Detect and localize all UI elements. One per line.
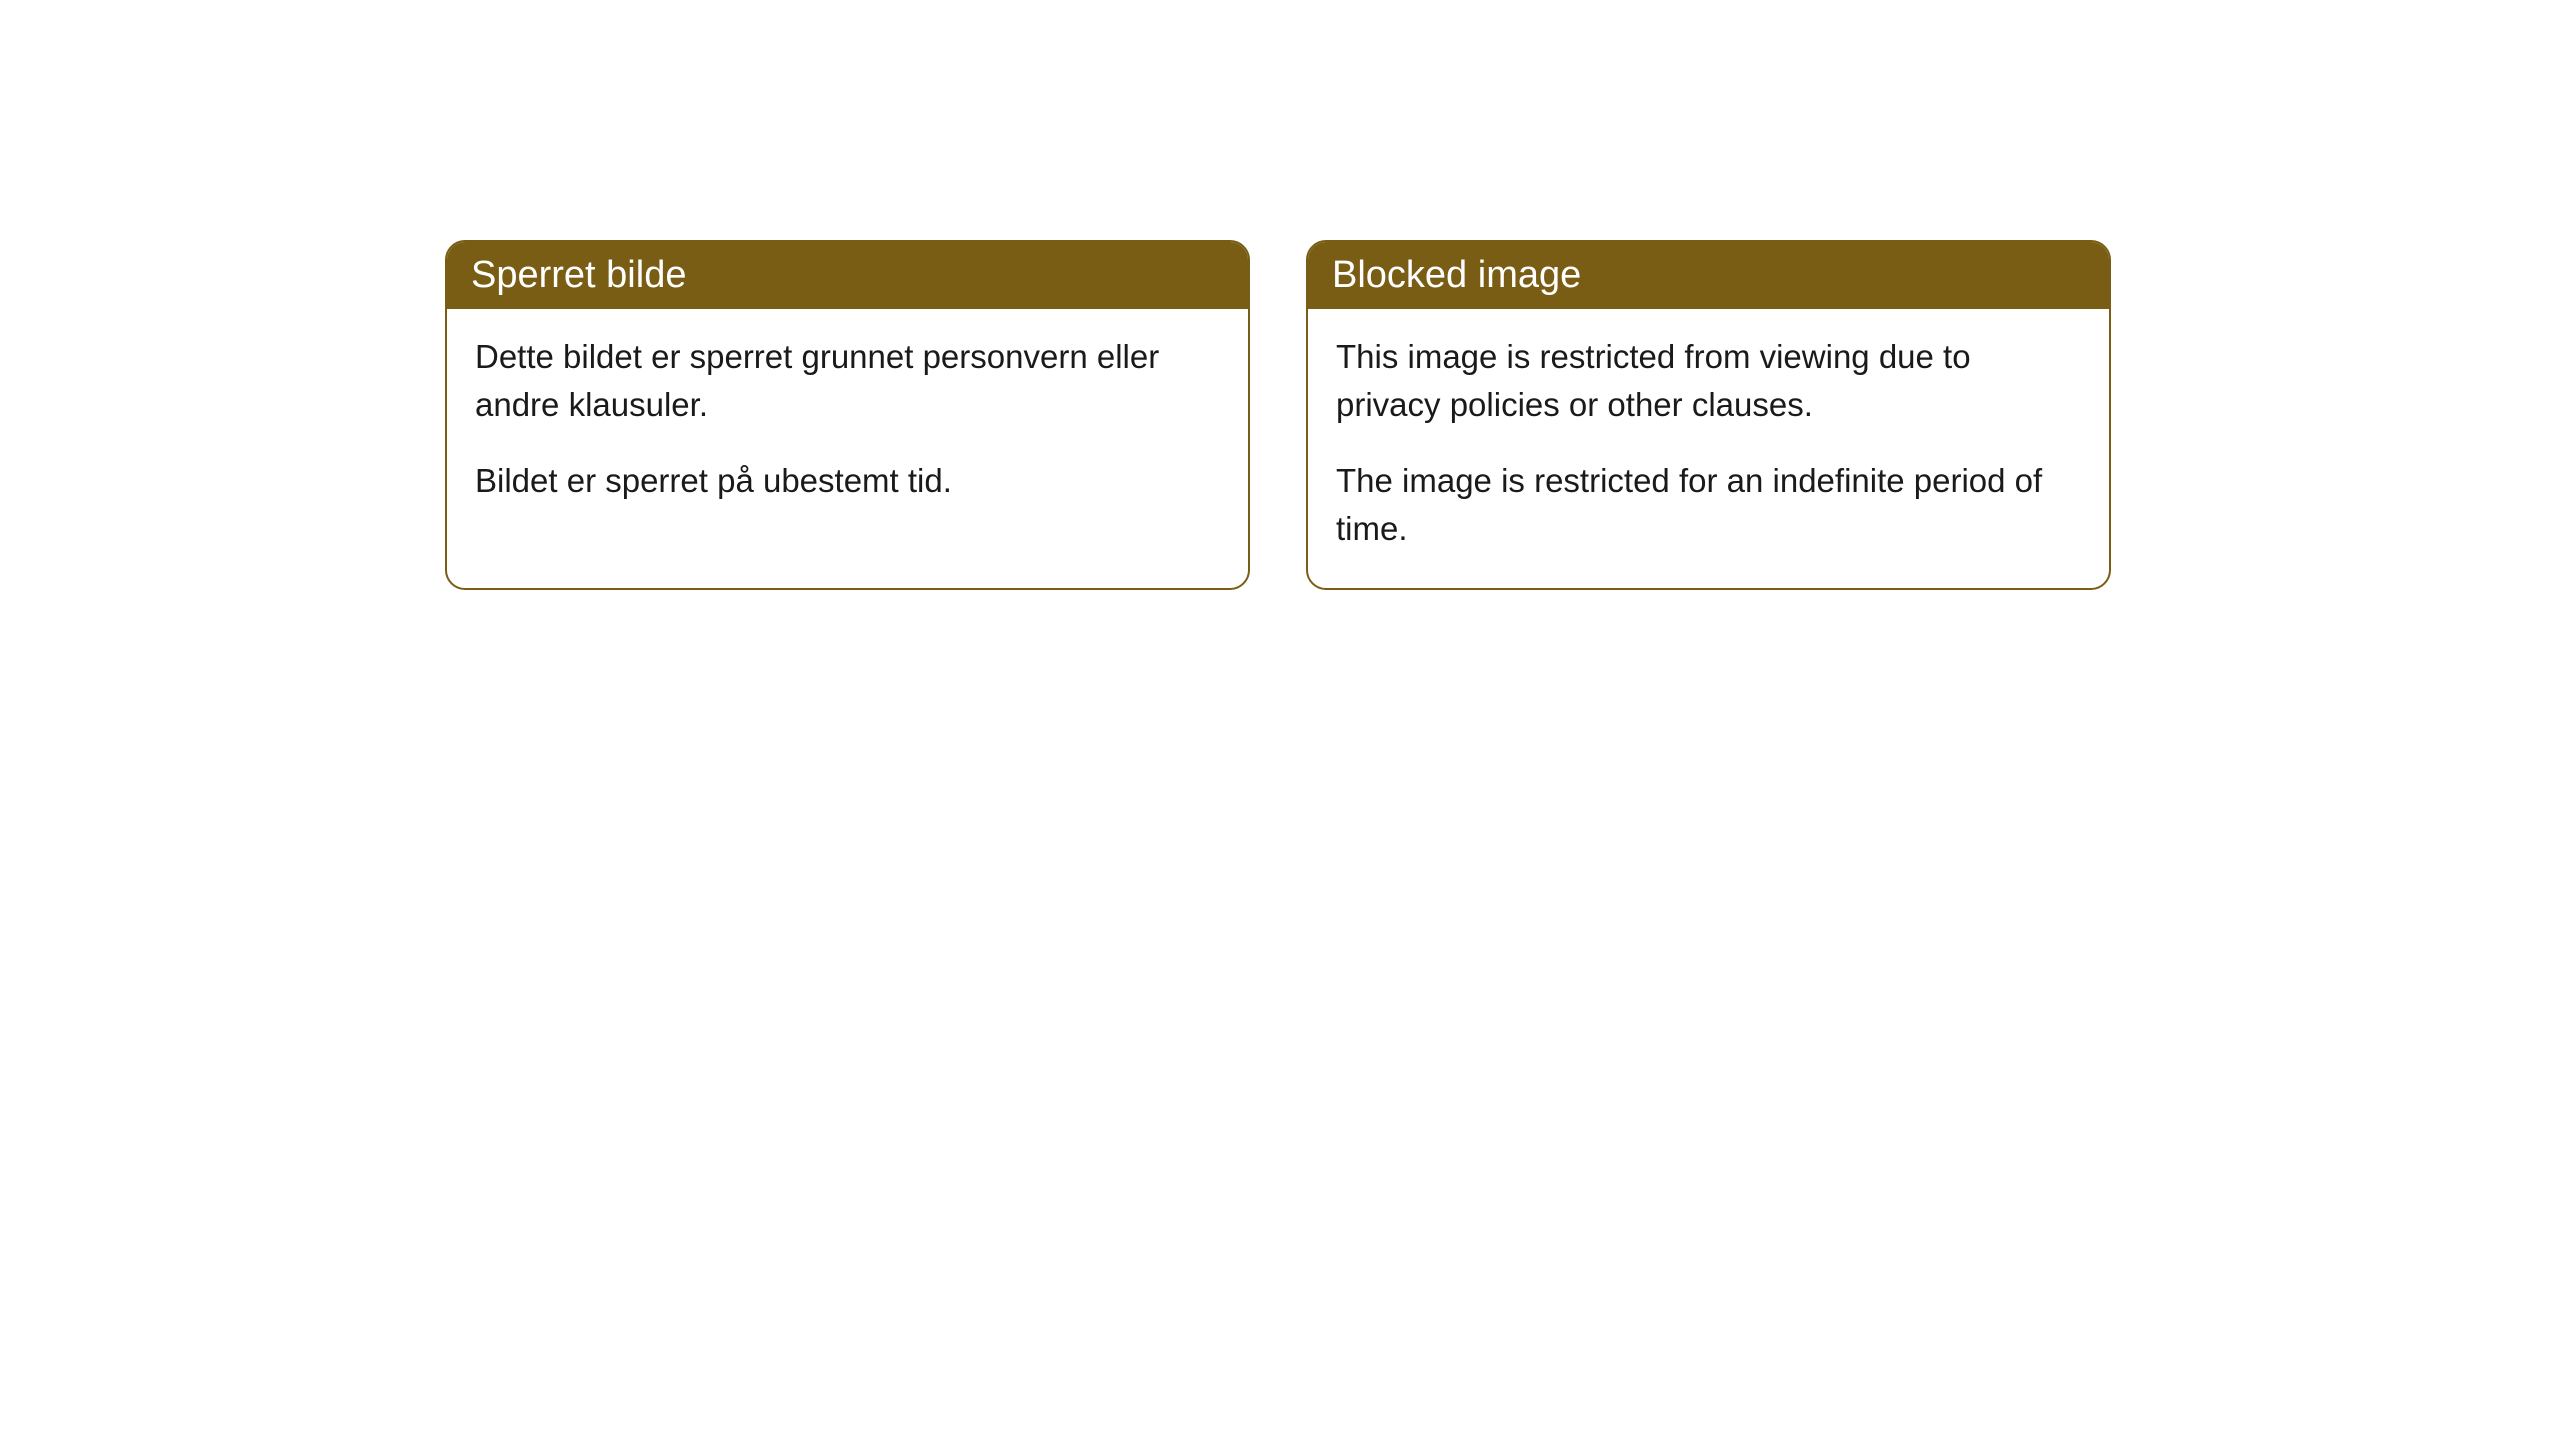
notice-paragraph: This image is restricted from viewing du…	[1336, 333, 2081, 429]
notice-card-english: Blocked image This image is restricted f…	[1306, 240, 2111, 590]
notice-header-english: Blocked image	[1308, 242, 2109, 309]
notice-paragraph: Bildet er sperret på ubestemt tid.	[475, 457, 1220, 505]
notice-paragraph: Dette bildet er sperret grunnet personve…	[475, 333, 1220, 429]
notice-body-norwegian: Dette bildet er sperret grunnet personve…	[447, 309, 1248, 541]
notice-header-norwegian: Sperret bilde	[447, 242, 1248, 309]
notice-paragraph: The image is restricted for an indefinit…	[1336, 457, 2081, 553]
notice-card-norwegian: Sperret bilde Dette bildet er sperret gr…	[445, 240, 1250, 590]
notice-body-english: This image is restricted from viewing du…	[1308, 309, 2109, 588]
notice-container: Sperret bilde Dette bildet er sperret gr…	[0, 0, 2560, 590]
